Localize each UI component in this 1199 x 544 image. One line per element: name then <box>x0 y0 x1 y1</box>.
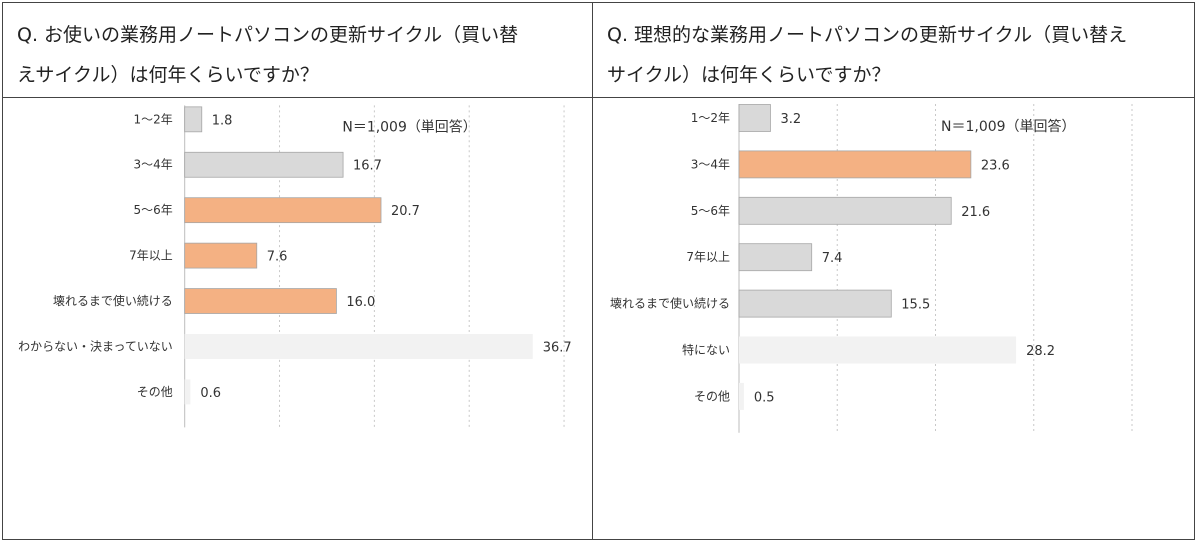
bar <box>184 379 191 405</box>
category-label: 1～2年 <box>134 112 173 126</box>
value-label: 7.4 <box>822 251 843 266</box>
right-bar-chart: N＝1,009（単回答） 0% 10% 20% 30% 40% 1～2年 3.2 3～4年 23… <box>610 99 1147 433</box>
bar <box>738 243 813 272</box>
bar <box>738 289 892 318</box>
category-label: 壊れるまで使い続ける <box>610 296 730 311</box>
category-label: 5～6年 <box>134 203 173 217</box>
bar <box>738 150 972 179</box>
bar <box>184 333 533 359</box>
left-question-header: Q. お使いの業務用ノートパソコンの更新サイクル（買い替えサイクル）は何年くらい… <box>3 3 592 98</box>
category-label: 7年以上 <box>129 249 173 263</box>
bar <box>184 151 344 178</box>
value-label: 36.7 <box>543 340 572 355</box>
category-label: わからない・決まっていない <box>18 339 173 353</box>
right-panel: Q. 理想的な業務用ノートパソコンの更新サイクル（買い替えサイクル）は何年くらい… <box>593 3 1194 539</box>
bar <box>184 242 258 269</box>
x-tick-label: 40% <box>550 99 579 101</box>
x-tick-label: 30% <box>455 99 484 101</box>
value-label: 3.2 <box>780 112 801 127</box>
x-tick-label: 0% <box>174 99 195 101</box>
x-tick-label: 10% <box>823 99 852 100</box>
bar <box>738 196 952 225</box>
bar <box>738 104 771 132</box>
value-label: 21.6 <box>961 205 990 220</box>
bar <box>739 382 744 410</box>
x-tick-label: 30% <box>1019 99 1048 100</box>
value-label: 1.8 <box>212 113 233 128</box>
right-question-text: Q. 理想的な業務用ノートパソコンの更新サイクル（買い替えサイクル）は何年くらい… <box>607 24 1128 86</box>
bar <box>739 336 1017 364</box>
category-label: 5～6年 <box>691 204 730 218</box>
x-tick-label: 20% <box>360 99 389 101</box>
category-label: その他 <box>137 385 173 399</box>
bar <box>184 197 382 224</box>
x-tick-label: 40% <box>1118 99 1147 100</box>
left-panel: Q. お使いの業務用ノートパソコンの更新サイクル（買い替えサイクル）は何年くらい… <box>3 3 593 539</box>
x-tick-label: 20% <box>921 99 950 100</box>
category-label: 3～4年 <box>134 158 173 172</box>
value-label: 20.7 <box>391 204 420 219</box>
category-label: 7年以上 <box>686 250 730 264</box>
value-label: 15.5 <box>901 298 930 313</box>
category-label: 壊れるまで使い続ける <box>53 293 173 308</box>
left-sample-note: N＝1,009（単回答） <box>342 118 476 135</box>
value-label: 23.6 <box>981 158 1010 173</box>
value-label: 28.2 <box>1026 344 1055 359</box>
left-bar-chart: N＝1,009（単回答） 0% 10% 20% 30% 40% 1～2年 1.8 3～4年 16… <box>18 99 579 428</box>
value-label: 0.6 <box>200 386 221 401</box>
x-tick-label: 10% <box>265 99 294 101</box>
category-label: 3～4年 <box>691 157 730 171</box>
category-label: その他 <box>694 389 730 403</box>
bar <box>184 288 337 314</box>
right-sample-note: N＝1,009（単回答） <box>941 118 1076 135</box>
value-label: 16.0 <box>346 295 375 310</box>
x-tick-label: 0% <box>729 99 750 100</box>
value-label: 16.7 <box>353 159 382 174</box>
category-label: 特にない <box>682 342 730 357</box>
right-question-header: Q. 理想的な業務用ノートパソコンの更新サイクル（買い替えサイクル）は何年くらい… <box>593 3 1194 98</box>
value-label: 0.5 <box>754 390 775 405</box>
left-question-text: Q. お使いの業務用ノートパソコンの更新サイクル（買い替えサイクル）は何年くらい… <box>17 24 519 86</box>
category-label: 1～2年 <box>691 111 730 125</box>
bar <box>184 106 203 133</box>
value-label: 7.6 <box>267 250 288 265</box>
